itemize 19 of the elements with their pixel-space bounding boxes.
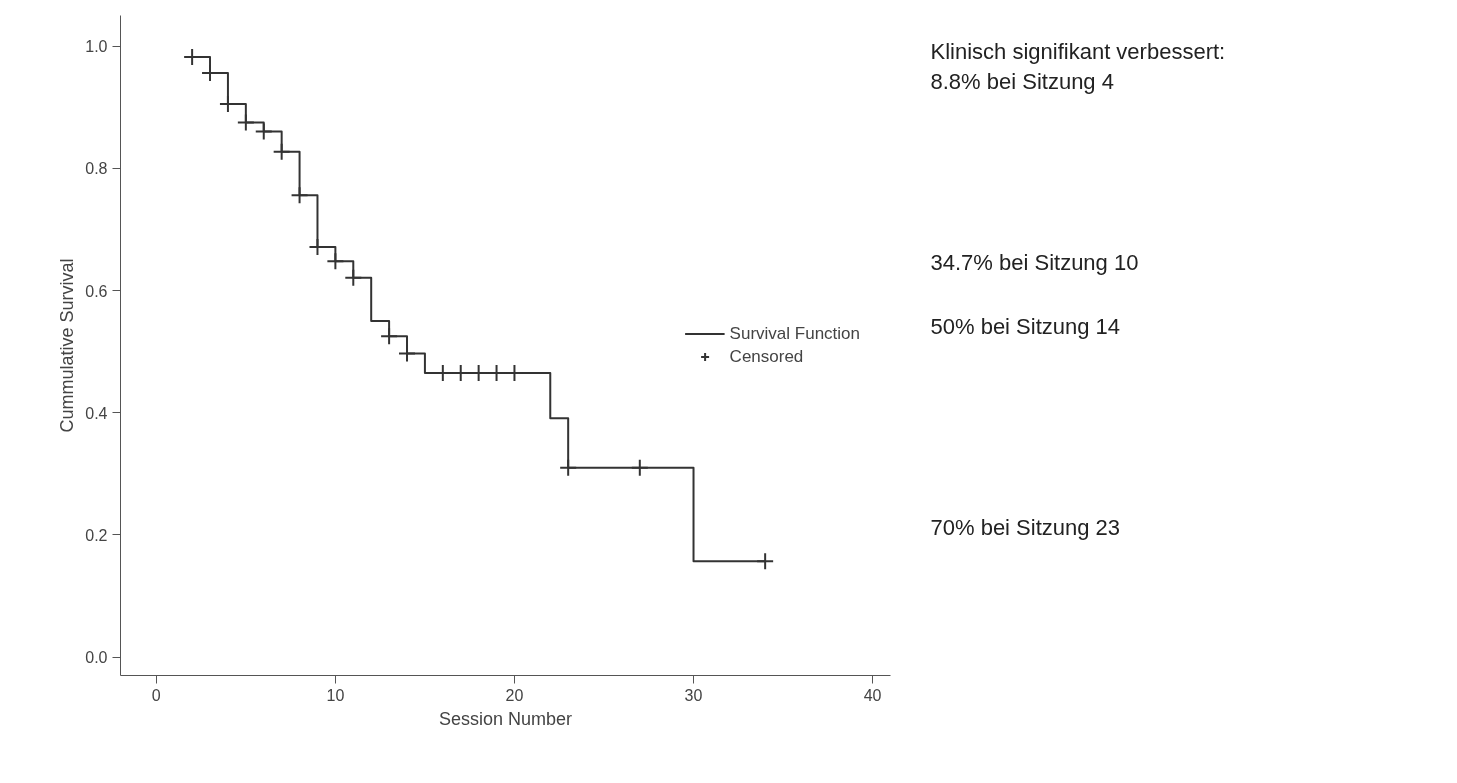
text: 50% bei Sitzung 14 — [930, 314, 1121, 340]
x-tick-label: 0 — [151, 686, 161, 704]
y-tick-label: 0.6 — [85, 282, 108, 300]
text: Klinisch signifikant verbessert: 8.8% bei Sitzung 4 — [930, 39, 1226, 95]
y-tick-label: 0.4 — [85, 404, 108, 422]
y-tick-label: 0.2 — [85, 526, 108, 544]
text: 34.7% bei Sitzung 10 — [930, 249, 1139, 275]
legend-label: Survival Function — [729, 323, 860, 344]
x-tick-label: 40 — [863, 686, 882, 704]
legend-label: Censored — [729, 346, 804, 367]
y-axis-title: Cummulative Survival — [57, 258, 78, 433]
x-axis-title: Session Number — [438, 708, 573, 729]
x-tick-label: 20 — [505, 686, 524, 704]
y-tick-label: 0.0 — [85, 649, 108, 667]
text: 70% bei Sitzung 23 — [930, 514, 1121, 540]
y-tick-label: 0.8 — [85, 160, 108, 178]
x-tick-label: 30 — [684, 686, 703, 704]
y-tick-label: 1.0 — [85, 38, 108, 56]
x-tick-label: 10 — [326, 686, 345, 704]
